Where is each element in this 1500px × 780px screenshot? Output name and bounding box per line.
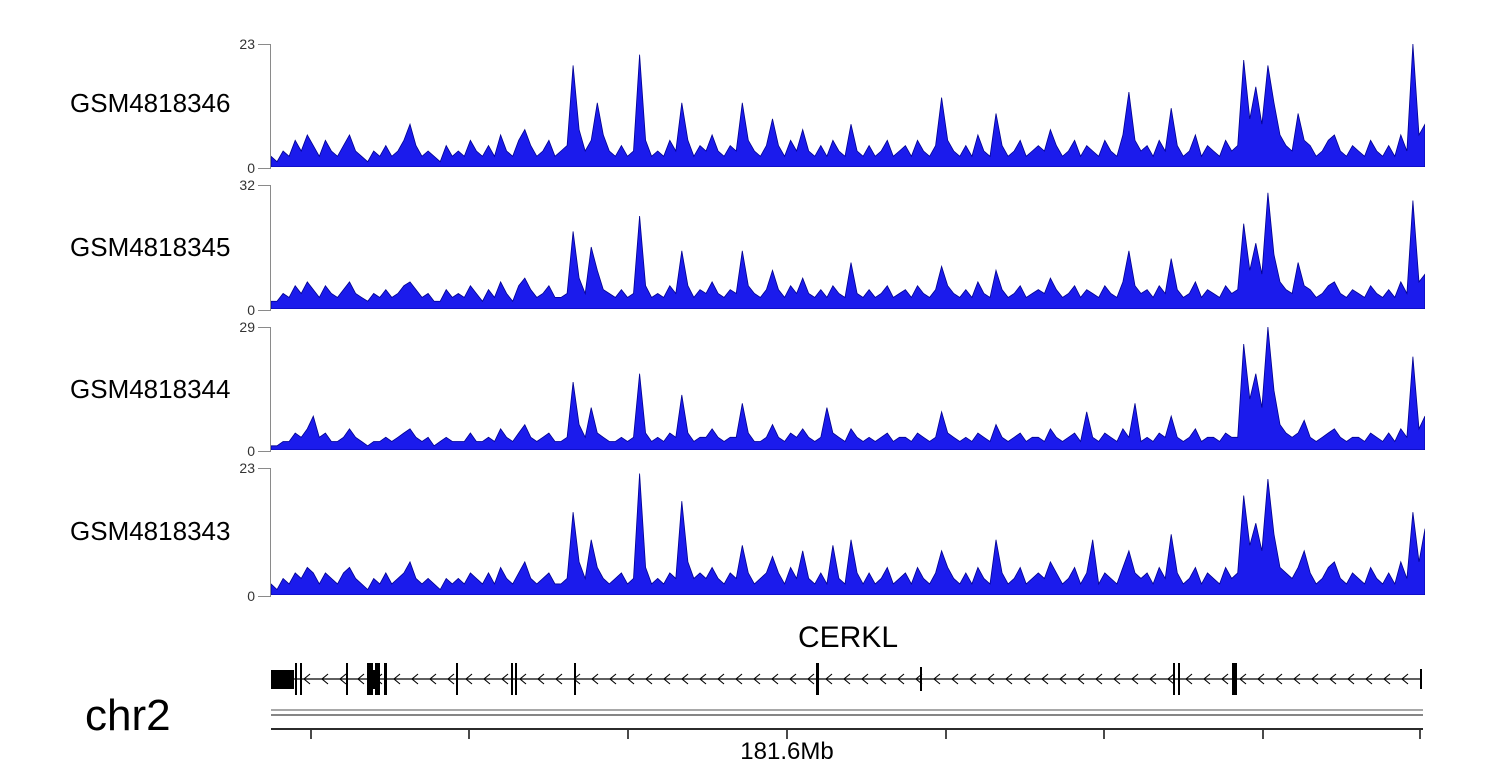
y-axis: 32 0 <box>239 178 271 318</box>
track-label: GSM4818344 <box>70 374 231 404</box>
position-label: 181.6Mb <box>740 738 834 765</box>
ruler-tick <box>468 730 470 739</box>
y-axis-max-label: 29 <box>239 319 255 335</box>
exon-block <box>574 663 576 695</box>
exon-block <box>1178 663 1180 695</box>
y-axis-zero-label: 0 <box>247 302 255 318</box>
gene-name-label: CERKL <box>797 621 899 654</box>
exon-block <box>367 663 373 695</box>
exon-block <box>816 663 819 695</box>
exon-block <box>1173 663 1175 695</box>
ruler-tick <box>627 730 629 739</box>
ruler-tick <box>1419 730 1421 739</box>
gene-model <box>271 663 1422 695</box>
y-axis: 23 0 <box>239 461 271 604</box>
exon-block <box>920 667 922 691</box>
exon-block <box>300 663 302 695</box>
y-axis-zero-label: 0 <box>247 588 255 604</box>
ruler-tick <box>945 730 947 739</box>
chromosome-label: chr2 <box>85 691 171 740</box>
y-axis-zero-label: 0 <box>247 443 255 459</box>
exon-block <box>515 663 517 695</box>
exon-block <box>375 663 380 695</box>
ruler-tick <box>786 730 788 739</box>
exon-block <box>384 663 387 695</box>
coverage-area <box>271 192 1425 309</box>
coverage-signal <box>271 327 1425 450</box>
y-axis-max-label: 32 <box>239 177 255 193</box>
y-axis: 29 0 <box>239 320 271 459</box>
exon-block <box>456 663 458 695</box>
coverage-signal <box>271 44 1425 167</box>
y-axis-zero-label: 0 <box>247 160 255 176</box>
y-axis: 23 0 <box>239 37 271 176</box>
strand-direction-arrows <box>303 673 1409 685</box>
coverage-signal <box>271 192 1425 309</box>
ruler-tick <box>310 730 312 739</box>
coverage-area <box>271 473 1425 595</box>
y-axis-max-label: 23 <box>239 460 255 476</box>
chromosome-line <box>271 709 1423 716</box>
exon-block <box>1232 663 1237 695</box>
coverage-area <box>271 44 1425 167</box>
coverage-signal <box>271 473 1425 595</box>
exon-block <box>295 663 297 695</box>
exon-block <box>346 663 348 695</box>
coordinate-ruler <box>271 728 1423 742</box>
exon-block <box>1420 669 1422 689</box>
track-label: GSM4818345 <box>70 232 231 262</box>
track-label: GSM4818343 <box>70 516 231 546</box>
coverage-area <box>271 327 1425 450</box>
y-axis-max-label: 23 <box>239 36 255 52</box>
exon-block <box>511 663 513 695</box>
track-label: GSM4818346 <box>70 88 231 118</box>
exon-block <box>271 670 294 689</box>
ruler-tick <box>1103 730 1105 739</box>
ruler-tick <box>1262 730 1264 739</box>
